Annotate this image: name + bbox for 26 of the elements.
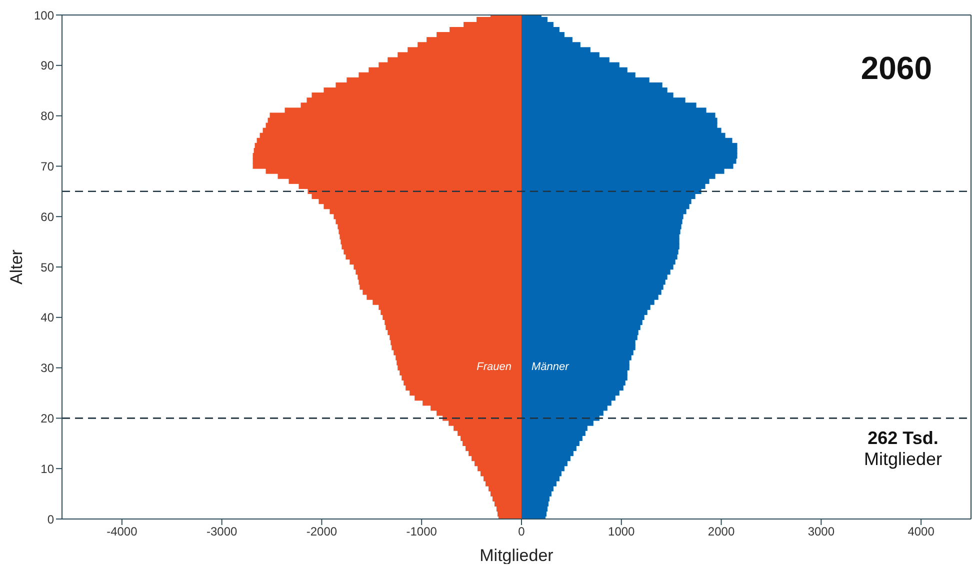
y-tick-label: 80 [40, 109, 54, 124]
annotation: Mitglieder [864, 449, 942, 470]
x-tick-label: 2000 [708, 524, 735, 539]
annotation: 2060 [860, 50, 932, 87]
y-tick-label: 90 [40, 58, 54, 73]
y-tick-label: 20 [40, 411, 54, 426]
x-tick-label: -1000 [406, 524, 438, 539]
y-tick-label: 30 [40, 361, 54, 376]
x-tick-label: 0 [518, 524, 526, 539]
y-tick-label: 10 [40, 462, 54, 476]
x-tick-label: -2000 [306, 524, 338, 539]
series-label: Frauen [476, 361, 512, 374]
x-tick-label: -3000 [206, 524, 238, 539]
x-tick-label: -4000 [106, 524, 138, 539]
y-tick-label: 0 [47, 512, 54, 526]
x-tick-label: 3000 [808, 524, 835, 539]
y-tick-label: 100 [34, 8, 54, 22]
x-tick-label: 1000 [608, 524, 636, 539]
series-label: Männer [531, 361, 569, 374]
y-tick-label: 50 [40, 260, 54, 274]
y-tick-label: 40 [40, 310, 54, 325]
y-axis-title: Alter [7, 249, 26, 284]
y-tick-label: 70 [40, 159, 54, 174]
annotation: 262 Tsd. [866, 428, 940, 449]
y-tick-label: 60 [40, 210, 54, 224]
x-tick-label: 4000 [908, 524, 935, 539]
